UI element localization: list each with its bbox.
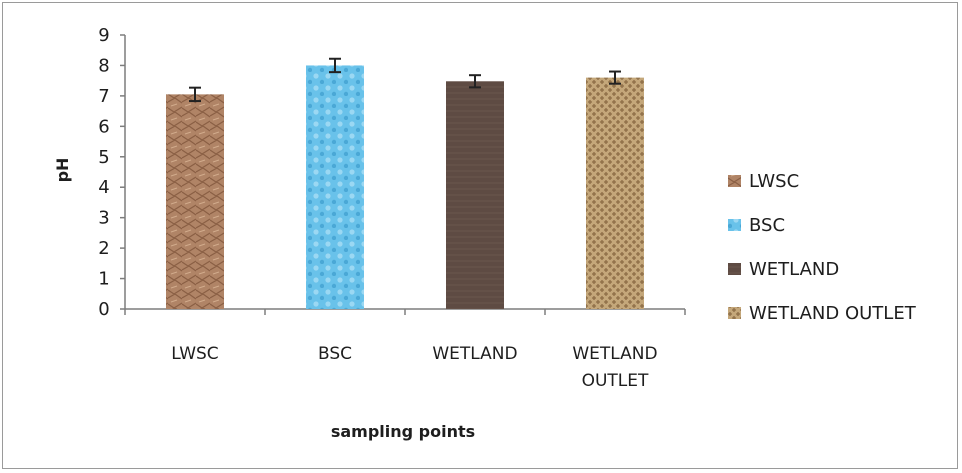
error-bars <box>189 57 621 103</box>
legend-label: BSC <box>749 215 785 236</box>
x-category-label: OUTLET <box>582 371 649 391</box>
y-tick-label: 1 <box>98 269 109 290</box>
x-axis-title: sampling points <box>331 422 475 441</box>
legend-label: LWSC <box>749 171 799 192</box>
bars <box>166 65 644 309</box>
bar <box>586 77 644 309</box>
legend-swatch <box>728 175 741 187</box>
x-category-label: WETLAND <box>572 344 657 364</box>
y-tick-label: 8 <box>98 55 109 76</box>
x-category-label: WETLAND <box>432 344 517 364</box>
error-bar <box>189 86 201 103</box>
y-tick-label: 6 <box>98 116 109 137</box>
legend-label: WETLAND OUTLET <box>749 303 917 324</box>
error-bar <box>609 70 621 85</box>
error-bar <box>329 57 341 74</box>
y-tick-label: 0 <box>98 299 109 320</box>
y-tick-label: 4 <box>98 177 109 198</box>
y-tick-label: 7 <box>98 86 109 107</box>
y-tick-label: 5 <box>98 147 109 168</box>
bar <box>306 65 364 309</box>
y-tick-label: 9 <box>98 25 109 46</box>
y-tick-label: 3 <box>98 208 109 229</box>
y-axis-title: pH <box>53 158 72 183</box>
x-category-label: BSC <box>318 344 352 364</box>
legend-swatch <box>728 219 741 231</box>
y-tick-label: 2 <box>98 238 109 259</box>
bar <box>166 94 224 309</box>
legend-label: WETLAND <box>749 259 839 280</box>
legend-swatch <box>728 263 741 275</box>
y-tick-labels: 0 1 2 3 4 5 6 7 8 9 <box>98 25 109 320</box>
bar <box>446 81 504 309</box>
legend: LWSC BSC WETLAND WETLAND OUTLET <box>728 171 917 324</box>
x-category-label: LWSC <box>171 344 218 364</box>
x-category-labels: LWSC BSC WETLAND WETLAND OUTLET <box>171 344 657 391</box>
error-bar <box>469 74 481 89</box>
legend-swatch <box>728 307 741 319</box>
